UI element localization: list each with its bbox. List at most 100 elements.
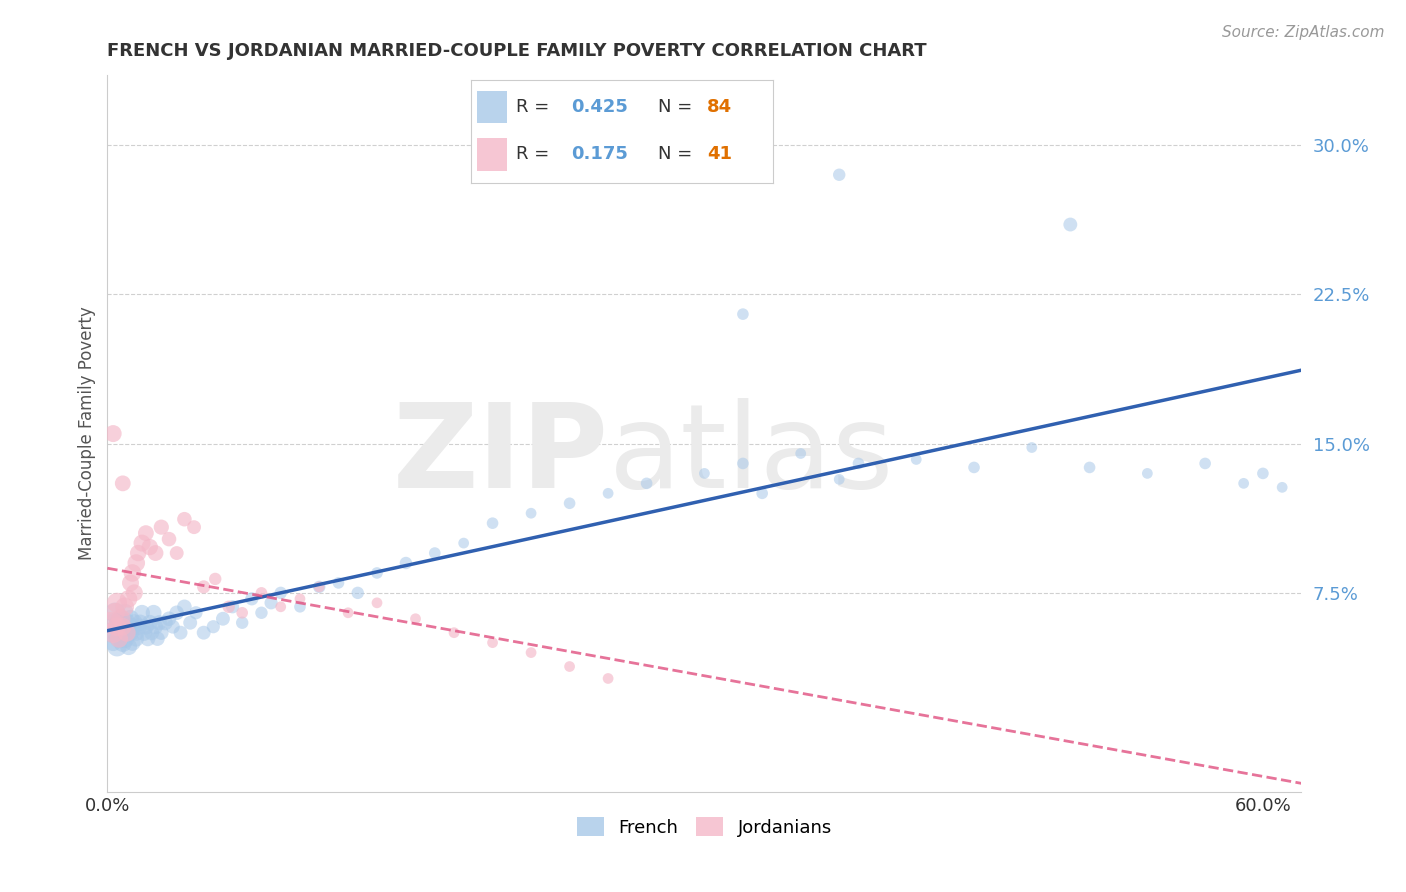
Point (1059, 218, 1081, 232)
Text: ZIP: ZIP (392, 398, 609, 513)
Point (110, 612, 132, 626)
Point (250, 586, 273, 600)
Point (636, 476, 658, 491)
Point (193, 625, 215, 640)
Y-axis label: Married-Couple Family Poverty: Married-Couple Family Poverty (79, 307, 96, 560)
Point (100, 615, 122, 630)
Point (337, 606, 360, 620)
Point (693, 467, 716, 481)
Point (1136, 467, 1159, 481)
Point (179, 615, 201, 630)
Point (101, 625, 124, 640)
Point (1233, 476, 1256, 491)
Text: 0.425: 0.425 (571, 98, 627, 116)
Point (221, 599, 243, 614)
Point (558, 496, 581, 510)
Point (129, 615, 152, 630)
Point (111, 620, 134, 634)
Point (166, 606, 188, 620)
Point (114, 632, 136, 646)
Point (173, 512, 195, 526)
Point (520, 506, 543, 520)
Point (157, 532, 180, 546)
Point (120, 612, 142, 626)
Point (104, 606, 127, 620)
Legend: French, Jordanians: French, Jordanians (569, 810, 839, 844)
Point (108, 632, 131, 646)
Point (110, 625, 132, 640)
Point (127, 546, 149, 560)
Point (218, 599, 240, 614)
Text: 0.175: 0.175 (571, 145, 627, 163)
Point (751, 486, 773, 500)
Point (125, 625, 148, 640)
Point (481, 516, 503, 531)
Point (288, 591, 311, 606)
Point (395, 556, 418, 570)
Point (443, 625, 465, 640)
Point (121, 635, 143, 649)
Point (101, 426, 124, 441)
Point (105, 620, 128, 634)
Point (162, 620, 184, 634)
Point (1194, 457, 1216, 471)
Point (139, 540, 162, 554)
Point (111, 620, 134, 634)
Point (120, 575, 142, 590)
Text: R =: R = (516, 145, 550, 163)
Point (131, 536, 153, 550)
Point (127, 620, 149, 634)
Point (828, 472, 851, 486)
Point (121, 620, 143, 634)
Point (108, 632, 131, 646)
Point (101, 635, 124, 649)
Point (731, 457, 754, 471)
Point (1271, 480, 1294, 494)
Point (131, 606, 153, 620)
Point (114, 606, 136, 620)
Point (146, 632, 169, 646)
Point (110, 612, 132, 626)
Point (117, 591, 139, 606)
Point (453, 536, 475, 550)
Point (120, 625, 142, 640)
Point (104, 625, 127, 640)
Point (308, 580, 330, 594)
Text: Source: ZipAtlas.com: Source: ZipAtlas.com (1222, 25, 1385, 40)
Point (105, 620, 128, 634)
Point (423, 546, 446, 560)
Point (270, 586, 292, 600)
Point (111, 476, 134, 491)
Point (121, 566, 143, 580)
Text: atlas: atlas (609, 398, 894, 513)
Point (789, 446, 811, 460)
Point (1021, 441, 1043, 455)
Point (105, 596, 128, 610)
Point (108, 615, 131, 630)
Point (598, 486, 620, 500)
Point (183, 520, 205, 534)
Point (212, 612, 235, 626)
Point (157, 612, 180, 626)
Point (104, 606, 127, 620)
Point (1078, 460, 1101, 475)
Point (135, 620, 157, 634)
Point (905, 452, 928, 467)
Point (231, 615, 253, 630)
Point (963, 460, 986, 475)
Point (1251, 467, 1274, 481)
Point (202, 620, 225, 634)
Bar (477, 137, 508, 170)
Point (150, 625, 173, 640)
Point (125, 556, 148, 570)
Point (105, 640, 128, 654)
Point (520, 646, 543, 660)
Text: 41: 41 (707, 145, 731, 163)
Text: 84: 84 (707, 98, 733, 116)
Point (240, 591, 263, 606)
Point (558, 659, 581, 673)
Point (231, 606, 253, 620)
Point (115, 625, 138, 640)
Text: R =: R = (516, 98, 550, 116)
Point (141, 625, 163, 640)
